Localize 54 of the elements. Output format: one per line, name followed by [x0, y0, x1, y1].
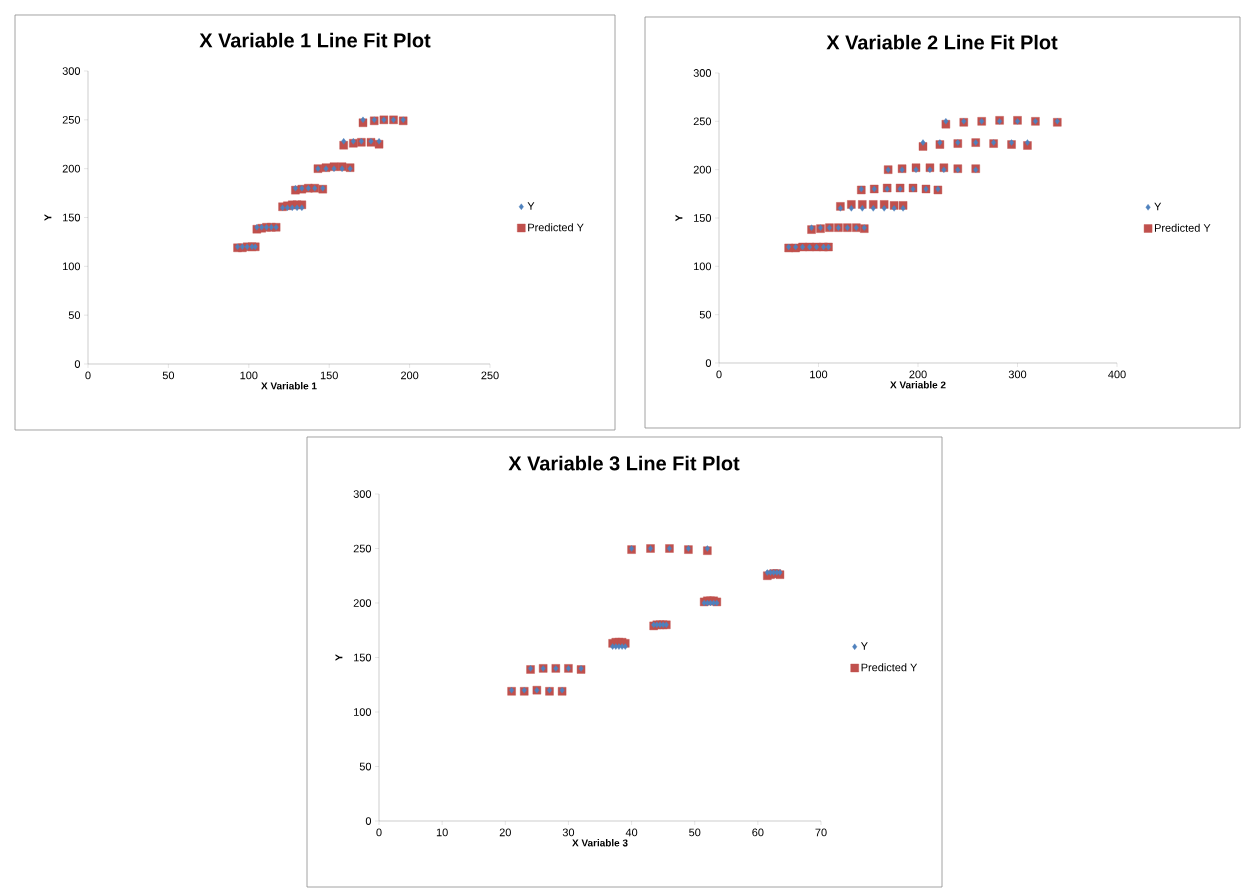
y-axis-title: Y	[675, 214, 683, 222]
x-tick-label: 70	[815, 828, 827, 837]
x-axis-title: X Variable 1	[261, 382, 317, 390]
y-tick-label: 150	[354, 653, 372, 662]
y-tick-label: 300	[353, 490, 372, 498]
y-tick-label: 100	[694, 262, 712, 271]
x-tick-label: 30	[562, 828, 575, 837]
x-tick-label: 400	[1108, 370, 1126, 379]
y-tick-label: 300	[62, 67, 81, 75]
x-axis-title: X Variable 3	[572, 839, 628, 847]
chart-title: X Variable 3 Line Fit Plot	[508, 455, 740, 471]
y-tick-label: 50	[699, 310, 712, 319]
x-tick-label: 200	[401, 371, 419, 380]
x-tick-label: 0	[716, 370, 722, 379]
x-tick-label: 50	[162, 371, 175, 380]
y-tick-label: 0	[74, 360, 81, 368]
x-tick-label: 100	[240, 371, 258, 380]
y-tick-label: 0	[705, 359, 712, 367]
x-tick-label: 20	[499, 828, 511, 837]
chart-title: X Variable 2 Line Fit Plot	[826, 34, 1058, 50]
y-tick-label: 0	[365, 817, 372, 825]
x-tick-label: 100	[810, 370, 828, 379]
chart-title: X Variable 1 Line Fit Plot	[199, 32, 431, 48]
y-tick-label: 250	[62, 115, 81, 124]
y-tick-label: 200	[353, 599, 372, 607]
legend-label: Y	[860, 642, 868, 650]
legend-label: Y	[527, 202, 535, 210]
y-tick-label: 250	[353, 544, 372, 553]
legend-label: Predicted Y	[528, 223, 584, 232]
legend-label: Predicted Y	[1154, 223, 1211, 232]
y-tick-label: 150	[63, 213, 81, 222]
y-tick-label: 50	[68, 311, 81, 320]
x-tick-label: 60	[752, 828, 764, 837]
x-tick-label: 0	[85, 371, 91, 380]
y-tick-label: 200	[693, 165, 712, 174]
legend-label: Predicted Y	[861, 663, 918, 672]
y-axis-title: Y	[44, 214, 52, 221]
x-tick-label: 200	[909, 370, 927, 379]
y-tick-label: 250	[693, 117, 712, 126]
x-tick-label: 150	[320, 371, 338, 380]
x-tick-label: 10	[436, 828, 448, 837]
y-tick-label: 50	[359, 762, 372, 771]
y-axis-title: Y	[335, 654, 343, 661]
y-tick-label: 100	[63, 262, 81, 271]
y-tick-label: 100	[354, 708, 372, 716]
x-tick-label: 40	[625, 828, 638, 837]
y-tick-label: 200	[62, 164, 81, 173]
x-tick-label: 0	[376, 828, 382, 837]
y-tick-label: 150	[694, 214, 712, 222]
x-tick-label: 250	[481, 371, 499, 380]
x-axis-title: X Variable 2	[890, 381, 946, 389]
x-tick-label: 300	[1008, 370, 1027, 379]
legend-label: Y	[1154, 202, 1162, 211]
y-tick-label: 300	[693, 69, 712, 77]
